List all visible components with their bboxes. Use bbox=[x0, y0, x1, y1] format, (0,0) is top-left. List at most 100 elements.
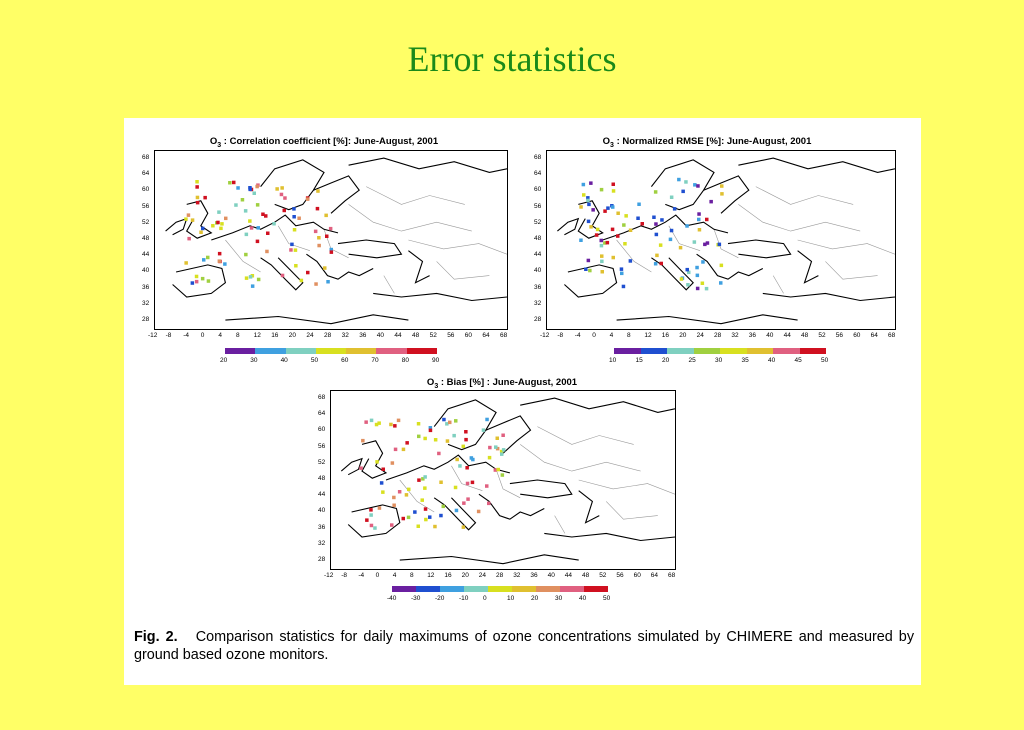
colorbar-label: 10 bbox=[507, 595, 515, 602]
station-marker bbox=[369, 513, 373, 517]
station-marker bbox=[243, 209, 248, 213]
station-marker bbox=[719, 281, 723, 285]
map-line bbox=[185, 200, 213, 239]
station-marker bbox=[622, 223, 626, 227]
station-marker bbox=[493, 468, 498, 472]
lat-label: 28 bbox=[534, 316, 542, 323]
station-marker bbox=[423, 475, 427, 479]
station-marker bbox=[695, 286, 700, 291]
station-marker bbox=[195, 195, 200, 200]
lat-label: 60 bbox=[142, 186, 150, 194]
station-marker bbox=[703, 242, 707, 247]
colorbar-label: -10 bbox=[459, 595, 469, 602]
station-marker bbox=[283, 196, 287, 200]
station-marker bbox=[195, 200, 200, 205]
station-marker bbox=[500, 452, 504, 456]
title-rest: : Normalized RMSE [%]: June-August, 2001 bbox=[613, 136, 812, 147]
colorbar-label: 40 bbox=[768, 357, 776, 364]
station-marker bbox=[437, 451, 441, 456]
station-marker bbox=[654, 222, 658, 226]
lat-label: 48 bbox=[534, 235, 542, 242]
lon-label: 60 bbox=[853, 332, 861, 339]
lon-label: 44 bbox=[394, 332, 402, 339]
station-marker bbox=[660, 218, 664, 222]
map-line bbox=[260, 159, 325, 211]
title-subscript: 3 bbox=[434, 382, 439, 390]
colorbar-label: 35 bbox=[741, 357, 749, 364]
station-marker bbox=[499, 449, 504, 454]
map-line bbox=[323, 229, 349, 259]
lat-label: 48 bbox=[318, 475, 326, 482]
station-marker bbox=[720, 184, 724, 188]
map-line bbox=[755, 186, 854, 205]
station-marker bbox=[653, 262, 658, 266]
map-line bbox=[337, 239, 403, 259]
lat-label: 64 bbox=[534, 170, 542, 178]
map-line bbox=[797, 250, 819, 284]
station-marker bbox=[686, 283, 690, 287]
station-marker bbox=[669, 195, 674, 199]
station-marker bbox=[685, 267, 689, 272]
station-marker bbox=[433, 438, 438, 442]
station-marker bbox=[250, 274, 255, 278]
lon-label: 44 bbox=[783, 332, 791, 339]
station-marker bbox=[313, 229, 318, 234]
colorbar-label: 90 bbox=[432, 357, 440, 364]
station-marker bbox=[326, 280, 330, 284]
colorbar-label: 20 bbox=[531, 595, 539, 602]
lon-label: 0 bbox=[200, 332, 205, 339]
map-line bbox=[578, 490, 600, 524]
station-marker bbox=[195, 185, 199, 189]
colorbar-segment bbox=[315, 348, 347, 354]
map-line bbox=[436, 261, 490, 280]
station-marker bbox=[329, 247, 333, 252]
station-marker bbox=[624, 214, 628, 218]
station-marker bbox=[485, 417, 489, 422]
lat-label: 56 bbox=[534, 202, 542, 210]
station-marker bbox=[611, 182, 615, 186]
colorbar-segment bbox=[512, 586, 536, 592]
station-marker bbox=[390, 523, 394, 527]
station-marker bbox=[206, 255, 210, 260]
station-marker bbox=[224, 216, 228, 221]
station-marker bbox=[717, 242, 722, 247]
map-line bbox=[348, 204, 472, 232]
colorbar-label: 30 bbox=[250, 357, 258, 364]
colorbar-label: 50 bbox=[310, 357, 319, 364]
lon-label: 40 bbox=[376, 332, 385, 339]
station-marker bbox=[202, 258, 206, 262]
station-marker bbox=[606, 206, 610, 210]
colorbar-label: 40 bbox=[280, 357, 288, 364]
colorbar-label: 20 bbox=[220, 357, 228, 364]
station-marker bbox=[595, 227, 600, 232]
station-marker bbox=[404, 493, 409, 497]
station-marker bbox=[314, 282, 318, 286]
colorbar-label: 70 bbox=[371, 357, 379, 364]
station-marker bbox=[579, 205, 583, 209]
station-marker bbox=[454, 508, 459, 513]
station-marker bbox=[582, 193, 586, 197]
station-marker bbox=[584, 267, 588, 271]
lat-label: 64 bbox=[318, 410, 326, 418]
station-marker bbox=[668, 237, 673, 242]
station-marker bbox=[324, 213, 328, 218]
caption-label: Fig. 2. bbox=[134, 629, 178, 645]
station-marker bbox=[461, 444, 465, 449]
station-marker bbox=[255, 184, 259, 189]
station-marker bbox=[603, 241, 607, 245]
station-marker bbox=[379, 481, 384, 485]
station-marker bbox=[381, 490, 385, 494]
colorbar-label: 30 bbox=[715, 357, 723, 364]
lon-label: 28 bbox=[496, 572, 504, 579]
lon-label: 56 bbox=[616, 572, 624, 579]
lat-label: 60 bbox=[318, 426, 326, 434]
station-marker bbox=[252, 191, 256, 195]
station-marker bbox=[417, 434, 421, 439]
station-marker bbox=[709, 199, 713, 204]
station-marker bbox=[255, 239, 260, 244]
station-marker bbox=[405, 441, 409, 445]
colorbar-segment bbox=[640, 348, 667, 354]
station-marker bbox=[199, 230, 203, 234]
station-marker bbox=[232, 180, 236, 185]
station-marker bbox=[586, 258, 591, 263]
